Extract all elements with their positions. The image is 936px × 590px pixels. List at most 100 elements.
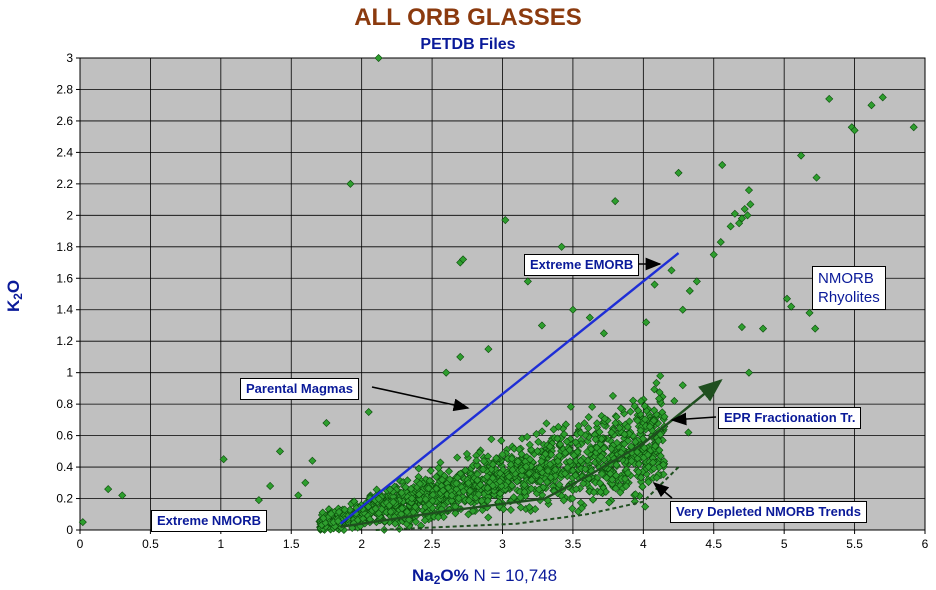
data-point bbox=[389, 498, 398, 507]
data-point bbox=[637, 473, 646, 482]
data-point bbox=[568, 504, 577, 513]
data-point bbox=[525, 440, 534, 449]
x-tick-label: 5.5 bbox=[846, 537, 863, 551]
data-point bbox=[634, 459, 643, 469]
data-point bbox=[640, 401, 649, 411]
data-point bbox=[622, 482, 631, 491]
data-point bbox=[596, 487, 605, 497]
data-point bbox=[787, 302, 796, 311]
y-tick-label: 1.2 bbox=[56, 334, 73, 348]
data-point bbox=[569, 451, 579, 460]
data-point bbox=[525, 469, 534, 478]
data-point bbox=[544, 499, 553, 508]
data-point bbox=[611, 419, 620, 428]
data-point bbox=[782, 294, 792, 303]
data-point bbox=[459, 255, 468, 264]
data-point bbox=[589, 488, 598, 497]
data-point bbox=[759, 324, 768, 333]
data-point bbox=[592, 443, 601, 452]
data-point bbox=[477, 496, 486, 505]
data-point bbox=[497, 481, 506, 490]
x-tick-label: 2.5 bbox=[424, 537, 441, 551]
data-point bbox=[597, 434, 606, 443]
data-point bbox=[484, 513, 493, 522]
data-point bbox=[630, 402, 639, 411]
data-point bbox=[526, 455, 535, 464]
data-point bbox=[585, 313, 594, 322]
data-point bbox=[560, 430, 569, 439]
data-point bbox=[464, 479, 473, 488]
data-point bbox=[445, 475, 454, 484]
data-point bbox=[346, 179, 355, 188]
data-point bbox=[398, 504, 407, 513]
data-point bbox=[407, 494, 416, 503]
data-point bbox=[490, 486, 499, 495]
y-tick-label: 0.4 bbox=[56, 460, 73, 474]
data-point bbox=[523, 432, 532, 441]
data-point bbox=[744, 186, 753, 195]
data-point bbox=[867, 101, 876, 110]
data-point bbox=[407, 498, 416, 507]
x-tick-label: 0 bbox=[77, 537, 84, 551]
data-point bbox=[595, 479, 605, 488]
data-point bbox=[878, 93, 887, 102]
data-point bbox=[562, 437, 571, 446]
data-point bbox=[308, 456, 317, 465]
data-point bbox=[508, 465, 517, 474]
data-point bbox=[447, 496, 456, 505]
data-point bbox=[576, 429, 585, 438]
data-point bbox=[737, 214, 746, 223]
data-point bbox=[640, 443, 649, 452]
data-point bbox=[483, 496, 492, 505]
data-point bbox=[513, 457, 522, 466]
data-point bbox=[532, 430, 541, 439]
data-point bbox=[461, 466, 470, 475]
data-point bbox=[580, 419, 589, 428]
data-point bbox=[319, 514, 328, 523]
data-point bbox=[593, 419, 602, 428]
data-point bbox=[634, 467, 643, 476]
x-tick-label: 3.5 bbox=[565, 537, 582, 551]
data-point bbox=[581, 465, 590, 474]
data-point bbox=[638, 482, 647, 491]
y-tick-label: 1.4 bbox=[56, 303, 73, 317]
annotation-very-depleted-nmorb: Very Depleted NMORB Trends bbox=[670, 501, 867, 523]
data-point bbox=[447, 491, 456, 500]
data-point bbox=[606, 469, 615, 478]
data-point bbox=[678, 381, 687, 390]
data-point bbox=[451, 509, 460, 518]
data-point bbox=[374, 53, 383, 63]
data-point bbox=[611, 484, 620, 493]
y-axis-title: K2O bbox=[4, 279, 25, 312]
data-point bbox=[322, 418, 331, 428]
data-point bbox=[746, 200, 755, 209]
data-point bbox=[444, 483, 453, 492]
data-point bbox=[488, 481, 497, 490]
data-point bbox=[497, 436, 506, 445]
data-point bbox=[601, 487, 610, 496]
data-point bbox=[655, 394, 664, 403]
data-point bbox=[538, 427, 547, 436]
data-point bbox=[605, 498, 614, 507]
data-point bbox=[424, 484, 433, 493]
data-point bbox=[442, 368, 451, 377]
data-point bbox=[402, 507, 412, 516]
y-tick-label: 0.6 bbox=[56, 429, 73, 443]
data-point bbox=[546, 473, 555, 482]
data-point bbox=[545, 442, 554, 451]
data-point bbox=[709, 250, 718, 259]
data-point bbox=[525, 503, 534, 512]
data-point bbox=[421, 495, 430, 504]
data-point bbox=[542, 419, 551, 428]
data-point bbox=[454, 494, 463, 503]
data-point bbox=[515, 445, 524, 454]
data-point bbox=[334, 507, 344, 517]
data-point bbox=[561, 420, 570, 429]
data-point bbox=[560, 469, 570, 478]
data-point bbox=[559, 496, 568, 505]
trend-line bbox=[340, 379, 723, 529]
data-point bbox=[634, 406, 643, 415]
data-point bbox=[543, 466, 552, 475]
data-point bbox=[459, 487, 468, 496]
data-point bbox=[535, 464, 544, 473]
